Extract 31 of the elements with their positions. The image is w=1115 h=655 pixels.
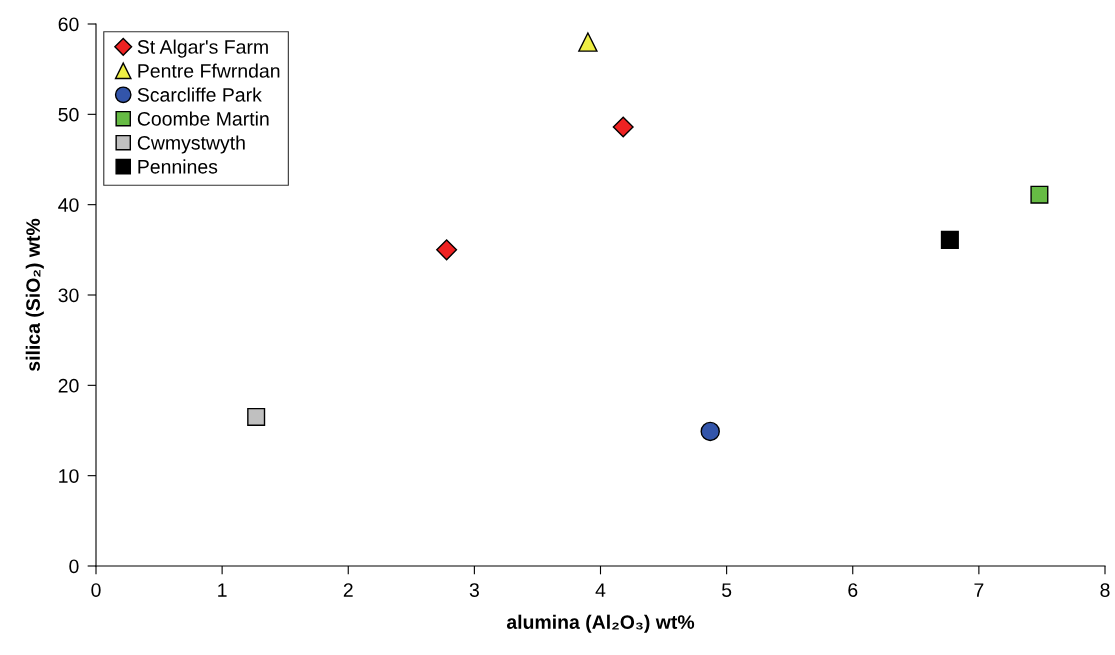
y-tick-label: 60 bbox=[58, 17, 79, 32]
point bbox=[578, 32, 598, 52]
point bbox=[612, 116, 634, 138]
x-tick-label: 6 bbox=[848, 583, 858, 597]
y-tick-label: 10 bbox=[59, 469, 79, 483]
point bbox=[940, 230, 959, 249]
x-tick-label: 3 bbox=[469, 583, 479, 597]
y-tick-label: 30 bbox=[58, 288, 79, 303]
legend-label: Coombe Martin bbox=[137, 111, 269, 126]
point bbox=[247, 407, 266, 426]
x-axis-title: alumina (Al₂O₃) wt% bbox=[506, 614, 695, 633]
y-tick-label: 50 bbox=[58, 107, 79, 122]
legend-label: Scarcliffe Park bbox=[137, 87, 262, 102]
legend-label: St Algar's Farm bbox=[137, 39, 268, 58]
y-tick-label: 0 bbox=[69, 559, 79, 574]
y-tick-label: 20 bbox=[58, 378, 79, 393]
x-tick-label: 1 bbox=[218, 583, 227, 597]
x-tick-label: 5 bbox=[722, 583, 732, 597]
y-tick-label: 40 bbox=[58, 198, 79, 212]
x-tick-label: 7 bbox=[974, 583, 984, 597]
point bbox=[1030, 185, 1049, 204]
x-tick-label: 4 bbox=[595, 583, 606, 597]
point bbox=[436, 239, 458, 261]
point bbox=[700, 421, 720, 442]
legend-label: Pentre Ffwrndan bbox=[138, 63, 280, 78]
legend-label: Pennines bbox=[138, 159, 218, 174]
x-tick-label: 0 bbox=[91, 583, 101, 597]
x-tick-label: 2 bbox=[343, 583, 353, 597]
x-tick-label: 8 bbox=[1100, 583, 1110, 597]
y-axis-title: silica (SiO₂) wt% bbox=[25, 218, 44, 372]
legend-label: Cwmystwyth bbox=[137, 135, 245, 154]
